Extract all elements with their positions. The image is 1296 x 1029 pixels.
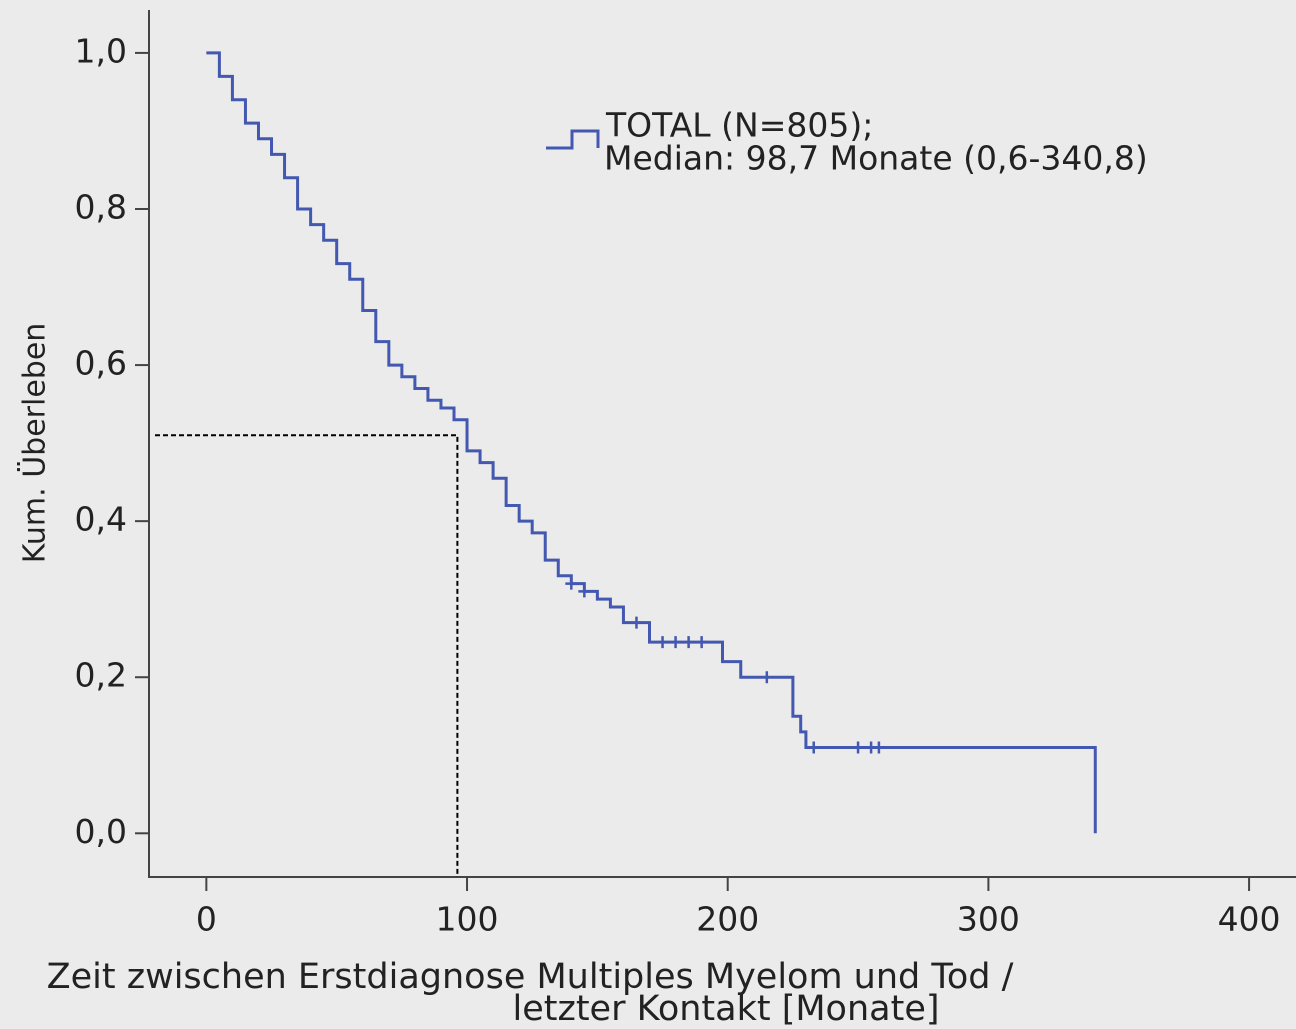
censor-mark [656,636,669,649]
x-tick-label: 0 [196,900,217,939]
censor-mark [760,671,773,684]
y-tick-label: 0,0 [75,812,127,851]
median-line [155,434,459,877]
y-tick-label: 0,4 [75,500,127,539]
censor-mark [578,585,591,598]
x-tick-label: 400 [1218,900,1281,939]
axis-line [148,10,1296,878]
y-tick-label: 1,0 [75,31,127,70]
y-axis-label: Kum. Überleben [17,323,53,564]
x-tick-label: 100 [436,900,499,939]
legend-subtitle: Median: 98,7 Monate (0,6-340,8) [604,139,1148,178]
x-tick-label: 200 [696,900,759,939]
x-axis-label: letzter Kontakt [Monate] [512,989,939,1029]
y-tick-label: 0,8 [75,187,127,226]
y-tick-label: 0,2 [75,656,127,695]
x-tick-label: 300 [957,900,1020,939]
y-tick-label: 0,6 [75,344,127,383]
censor-mark [852,741,865,754]
censor-mark [872,741,885,754]
censor-mark [669,636,682,649]
censor-mark [630,616,643,629]
legend-label: TOTAL (N=805); [605,106,873,145]
censor-mark [695,636,708,649]
censor-mark [807,741,820,754]
censor-mark [682,636,695,649]
censor-mark [565,577,578,590]
legend-swatch [546,129,600,150]
survival-curve [206,51,1097,834]
x-axis-label: Zeit zwischen Erstdiagnose Multiples Mye… [47,957,1014,997]
